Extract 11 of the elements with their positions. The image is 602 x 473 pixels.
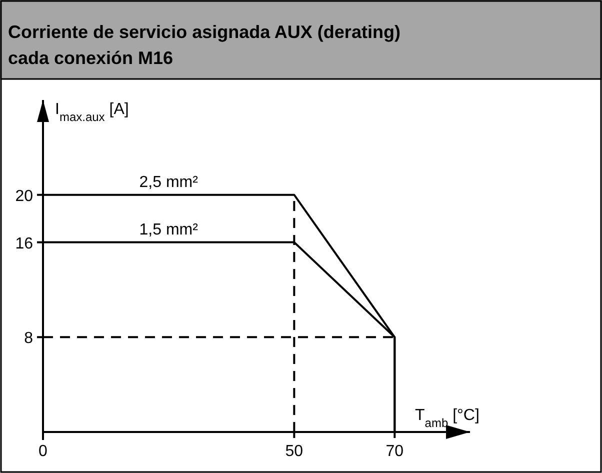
y-tick-label: 20	[15, 188, 34, 205]
chart-title: Corriente de servicio asignada AUX (derating) cada conexión M16	[8, 22, 400, 68]
series-label: 1,5 mm²	[139, 221, 199, 238]
series-label: 2,5 mm²	[139, 174, 199, 191]
y-tick-label: 16	[15, 235, 34, 252]
x-axis-title: T$_{amb}$ [°C]	[415, 407, 480, 430]
x-tick-label: 70	[386, 443, 404, 460]
y-tick-label: 8	[24, 330, 34, 348]
y-axis-title: I$_{max.aux}$ [A]	[55, 101, 129, 124]
x-tick-label: 50	[285, 443, 304, 460]
x-tick-label: 0	[38, 443, 48, 460]
